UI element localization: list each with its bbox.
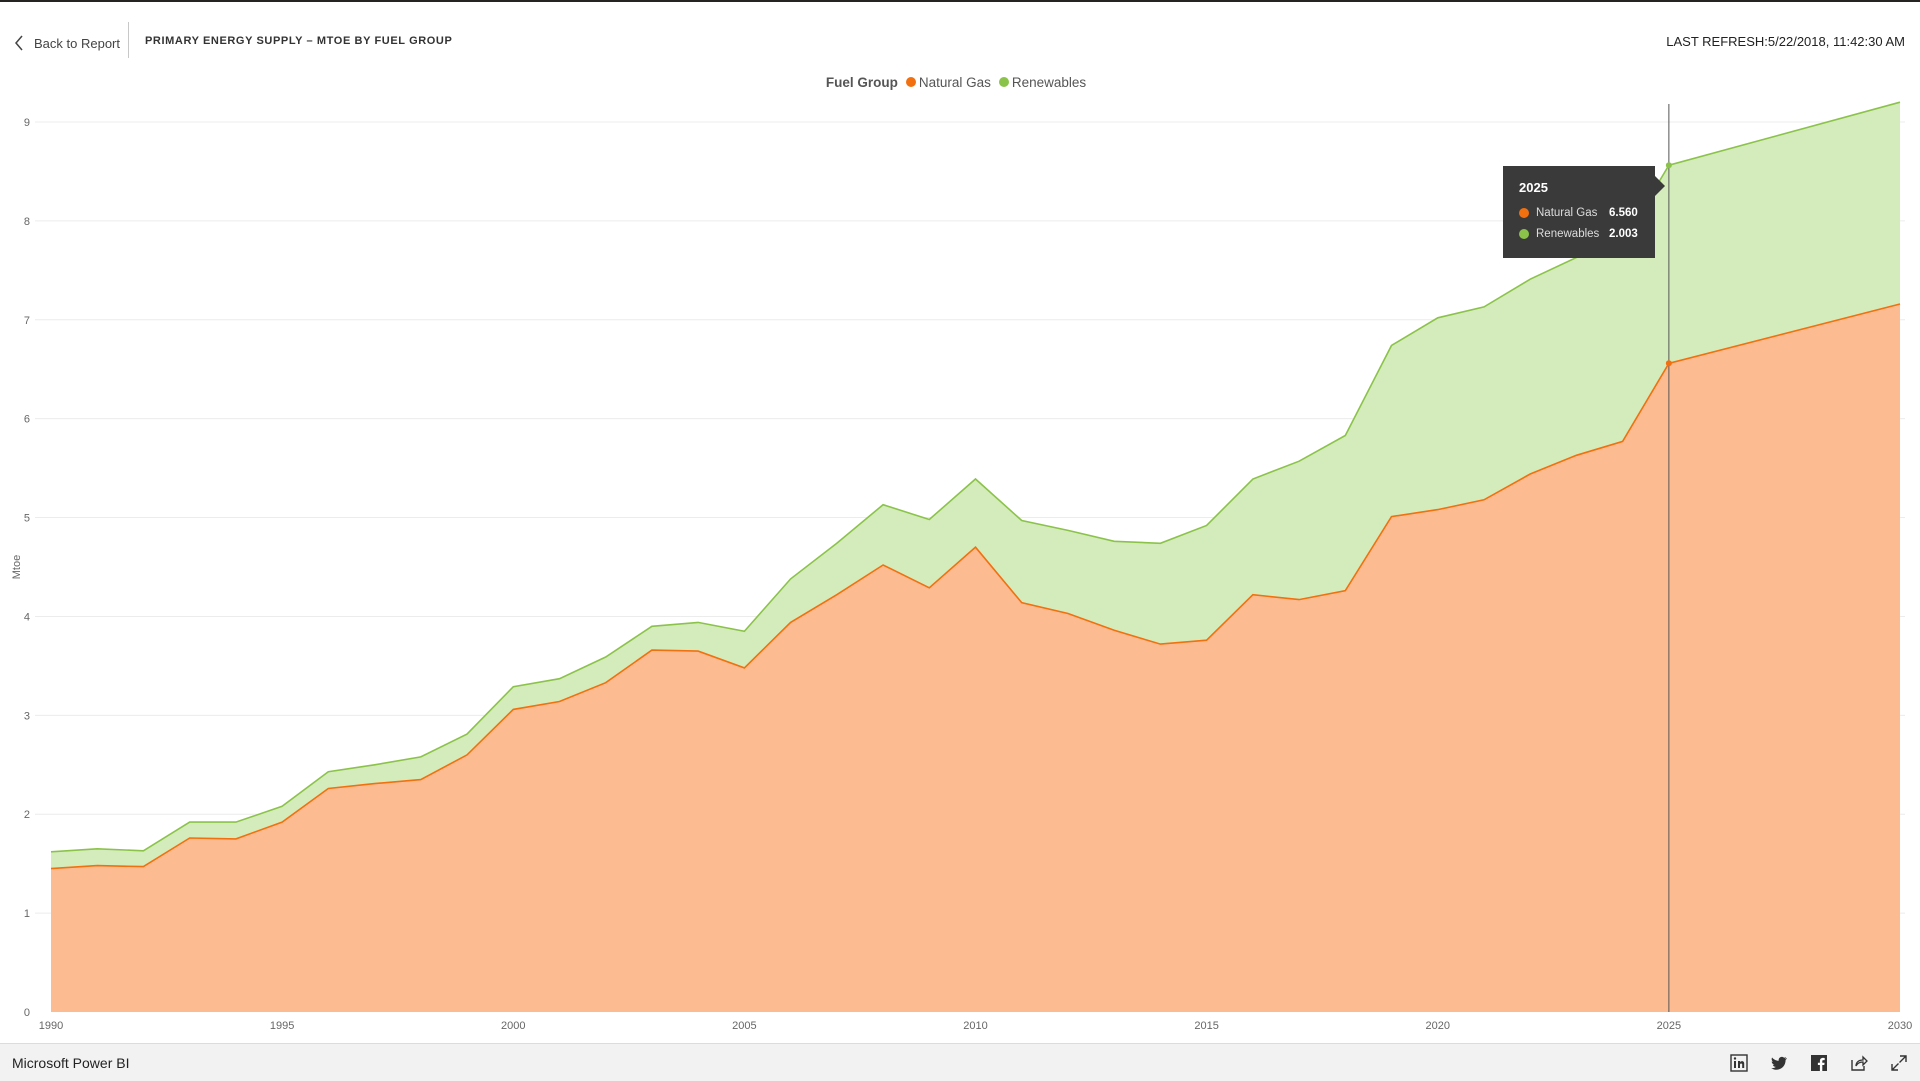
x-tick-2005: 2005	[732, 1020, 756, 1032]
tooltip-dot-natural-gas	[1519, 207, 1529, 218]
series-lines	[50, 101, 1901, 870]
footer-bar: Microsoft Power BI	[0, 1043, 1920, 1081]
y-tick-4: 4	[24, 611, 30, 623]
tooltip-row-natural-gas: Natural Gas 6.560	[1519, 202, 1639, 223]
tooltip-row-renewables: Renewables 2.003	[1519, 223, 1639, 244]
x-tick-1990: 1990	[39, 1020, 63, 1032]
x-tick-2030: 2030	[1888, 1020, 1912, 1032]
hover-point-renewables	[1665, 162, 1672, 169]
back-to-report-button[interactable]: Back to Report	[14, 32, 120, 54]
y-tick-5: 5	[24, 513, 30, 525]
tooltip-value-renewables: 2.003	[1609, 227, 1638, 240]
chart-tooltip: 2025 Natural Gas 6.560 Renewables 2.003	[1503, 166, 1665, 258]
chart-legend: Fuel Group Natural Gas Renewables	[0, 72, 1920, 92]
facebook-icon[interactable]	[1808, 1052, 1830, 1074]
top-border	[0, 0, 1920, 2]
x-axis-ticks: 1990 1995 2000 2005 2010 2015 2020 2025 2030	[39, 1020, 1912, 1032]
hover-point-natural-gas	[1665, 360, 1672, 367]
y-tick-8: 8	[24, 216, 30, 228]
y-tick-1: 1	[24, 908, 30, 920]
stacked-area-chart[interactable]: 0 1 2 3 4 5 6 7 8 9 1990 1995 2000 2005 2010 2015 2020 2…	[0, 92, 1920, 1042]
y-tick-9: 9	[24, 117, 30, 129]
legend-item-natural-gas[interactable]: Natural Gas	[905, 74, 991, 90]
x-tick-2000: 2000	[501, 1020, 525, 1032]
hover-indicator	[1665, 104, 1672, 1012]
line-natural-gas	[50, 303, 1901, 870]
twitter-icon[interactable]	[1768, 1052, 1790, 1074]
x-tick-2020: 2020	[1426, 1020, 1450, 1032]
legend-dot-natural-gas	[905, 77, 916, 87]
y-tick-3: 3	[24, 710, 30, 722]
linkedin-icon[interactable]	[1728, 1052, 1750, 1074]
area-natural-gas	[51, 304, 1900, 1012]
last-refresh-text: LAST REFRESH:5/22/2018, 11:42:30 AM	[1666, 34, 1905, 49]
y-tick-6: 6	[24, 414, 30, 426]
area-series	[51, 102, 1900, 1012]
share-icon[interactable]	[1848, 1052, 1870, 1074]
tooltip-title: 2025	[1519, 180, 1548, 195]
tooltip-dot-renewables	[1519, 228, 1529, 239]
header-divider	[128, 22, 129, 58]
legend-label-renewables: Renewables	[1011, 74, 1087, 90]
back-to-report-label: Back to Report	[34, 35, 120, 51]
chevron-left-icon	[15, 35, 23, 51]
x-tick-2010: 2010	[963, 1020, 987, 1032]
y-tick-2: 2	[24, 809, 30, 821]
tooltip-label-renewables: Renewables	[1536, 227, 1600, 240]
tooltip-value-natural-gas: 6.560	[1609, 206, 1638, 219]
x-tick-2025: 2025	[1657, 1020, 1681, 1032]
report-title: PRIMARY ENERGY SUPPLY – MTOE BY FUEL GRO…	[145, 35, 453, 47]
y-axis-ticks: 0 1 2 3 4 5 6 7 8 9	[24, 117, 30, 1019]
legend-item-renewables[interactable]: Renewables	[998, 74, 1087, 90]
x-tick-2015: 2015	[1194, 1020, 1218, 1032]
line-renewables	[50, 101, 1901, 853]
legend-label-natural-gas: Natural Gas	[918, 74, 991, 90]
footer-icons	[1710, 1052, 1910, 1074]
legend-title: Fuel Group	[825, 74, 898, 90]
tooltip-label-natural-gas: Natural Gas	[1536, 206, 1598, 219]
area-renewables	[51, 102, 1900, 869]
header-bar: Back to Report PRIMARY ENERGY SUPPLY – M…	[0, 22, 1920, 62]
brand-label: Microsoft Power BI	[12, 1055, 130, 1071]
x-tick-1995: 1995	[270, 1020, 294, 1032]
y-tick-0: 0	[24, 1007, 30, 1019]
fullscreen-icon[interactable]	[1888, 1052, 1910, 1074]
y-axis-title: Mtoe	[11, 555, 23, 579]
legend-dot-renewables	[998, 77, 1009, 87]
y-tick-7: 7	[24, 315, 30, 327]
